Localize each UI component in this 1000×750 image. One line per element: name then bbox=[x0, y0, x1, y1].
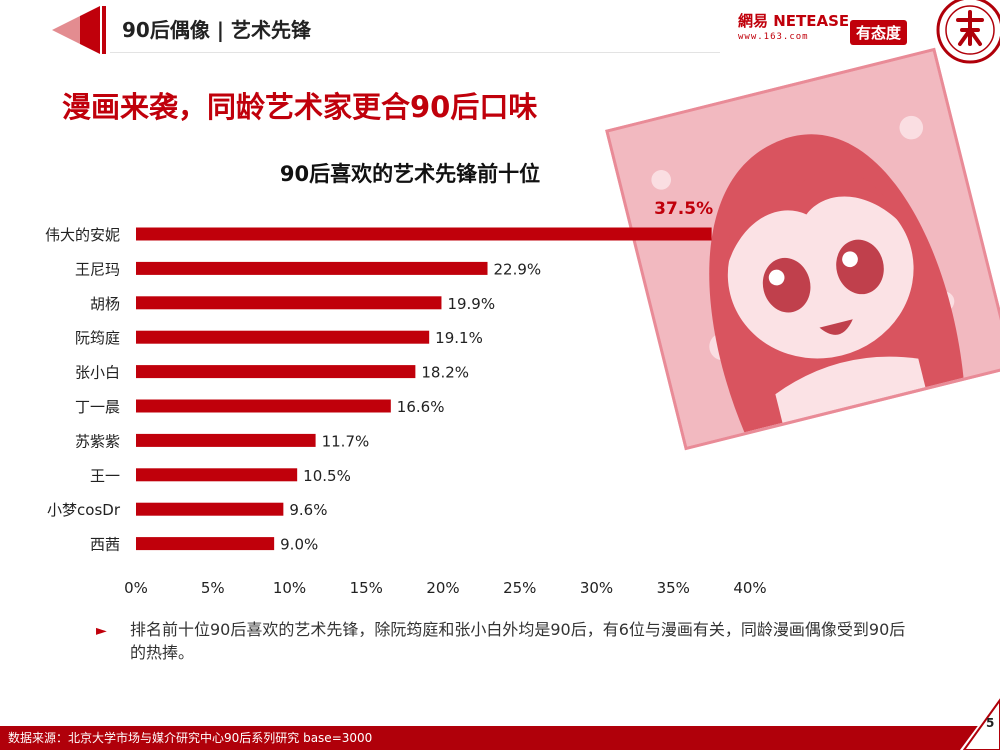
bar-7 bbox=[136, 433, 316, 447]
value-label: 9.6% bbox=[289, 501, 327, 519]
x-tick-label: 0% bbox=[124, 579, 148, 597]
category-label: 胡杨 bbox=[90, 295, 120, 313]
partner-logo: 有态度 bbox=[850, 20, 908, 45]
netease-url-text: www.163.com bbox=[738, 32, 809, 42]
peking-university-seal-icon bbox=[936, 0, 1000, 64]
value-label: 19.9% bbox=[447, 295, 495, 313]
category-label: 阮筠庭 bbox=[75, 329, 120, 347]
header-triangle-decoration-icon bbox=[50, 6, 106, 54]
value-label: 22.9% bbox=[494, 260, 542, 278]
category-label: 王尼玛 bbox=[75, 260, 120, 278]
bar-2 bbox=[136, 261, 488, 275]
x-tick-label: 5% bbox=[201, 579, 225, 597]
chart-title: 90后喜欢的艺术先锋前十位 bbox=[279, 162, 541, 186]
x-tick-label: 10% bbox=[273, 579, 306, 597]
bar-6 bbox=[136, 399, 391, 413]
value-label: 18.2% bbox=[421, 364, 469, 382]
header-divider bbox=[110, 52, 720, 53]
section-title: 90后偶像 | 艺术先锋 bbox=[122, 18, 312, 42]
x-tick-label: 20% bbox=[426, 579, 459, 597]
value-label: 19.1% bbox=[435, 329, 483, 347]
slide-title: 漫画来袭，同龄艺术家更合90后口味 bbox=[62, 90, 538, 124]
netease-logo: 網易 NETEASE www.163.com bbox=[738, 10, 850, 46]
value-label: 37.5% bbox=[654, 199, 713, 219]
bar-1 bbox=[136, 227, 712, 241]
bar-9 bbox=[136, 502, 284, 516]
bar-10 bbox=[136, 537, 275, 551]
x-tick-label: 35% bbox=[657, 579, 690, 597]
anime-girl-illustration bbox=[605, 47, 1000, 451]
bar-5 bbox=[136, 365, 416, 379]
category-label: 苏紫紫 bbox=[75, 432, 120, 450]
value-label: 11.7% bbox=[322, 432, 370, 450]
bar-4 bbox=[136, 330, 430, 344]
category-label: 丁一晨 bbox=[75, 398, 120, 416]
category-label: 张小白 bbox=[75, 364, 120, 382]
x-tick-label: 15% bbox=[350, 579, 383, 597]
category-label: 小梦cosDr bbox=[47, 501, 121, 519]
x-tick-label: 30% bbox=[580, 579, 613, 597]
bullet-arrow-icon: ► bbox=[96, 623, 107, 639]
corner-decoration-icon bbox=[960, 696, 1000, 750]
value-label: 10.5% bbox=[303, 467, 351, 485]
x-tick-label: 40% bbox=[733, 579, 766, 597]
value-label: 9.0% bbox=[280, 536, 318, 554]
category-label: 王一 bbox=[90, 467, 120, 485]
value-label: 16.6% bbox=[397, 398, 445, 416]
category-label: 伟大的安妮 bbox=[45, 226, 120, 244]
footer-bar: 数据来源：北京大学市场与媒介研究中心90后系列研究 base=3000 bbox=[0, 726, 1000, 750]
bar-chart: 伟大的安妮 37.5% 王尼玛 22.9% 胡杨 19.9% 阮筠庭 19.1% 张小白 18.2… bbox=[45, 199, 767, 597]
category-label: 西茜 bbox=[90, 536, 120, 554]
x-tick-label: 25% bbox=[503, 579, 536, 597]
note-text: 排名前十位90后喜欢的艺术先锋，除阮筠庭和张小白外均是90后，有6位与漫画有关，… bbox=[130, 620, 906, 662]
netease-brand-text: 網易 NETEASE bbox=[738, 12, 850, 30]
data-source: 数据来源：北京大学市场与媒介研究中心90后系列研究 base=3000 bbox=[8, 731, 373, 745]
page-number: 5 bbox=[986, 716, 995, 730]
bar-3 bbox=[136, 296, 442, 310]
bar-8 bbox=[136, 468, 298, 482]
